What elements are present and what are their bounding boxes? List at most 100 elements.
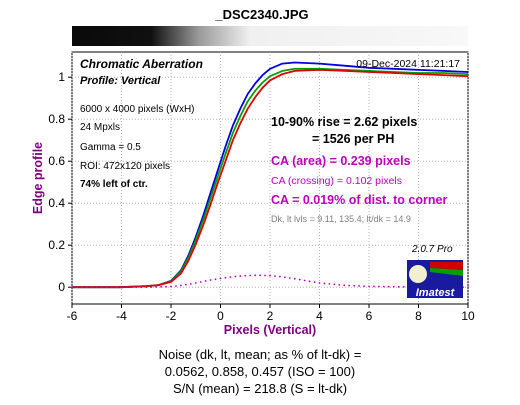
ca-dot <box>234 275 237 278</box>
ca-dot <box>397 285 400 288</box>
ca-area-result: CA (area) = 0.239 pixels <box>271 154 411 168</box>
info-megapixels: 24 Mpxls <box>80 122 120 133</box>
ca-dot <box>105 286 108 289</box>
ca-dot <box>283 276 286 279</box>
ca-dot <box>165 285 167 288</box>
rise-per-ph: = 1526 per PH <box>312 132 394 146</box>
snr-line: S/N (mean) = 218.8 (S = lt-dk) <box>172 381 348 396</box>
ca-dot <box>378 285 380 288</box>
ca-dot <box>199 281 202 283</box>
ca-dot <box>467 286 469 289</box>
red-channel-line <box>72 69 469 289</box>
ca-dot <box>229 276 232 278</box>
ca-dot <box>115 286 118 289</box>
x-tick-label: 10 <box>461 309 475 323</box>
ca-crossing-result: CA (crossing) = 0.102 pixels <box>271 175 402 187</box>
ca-dot <box>249 274 252 277</box>
y-axis-label: Edge profile <box>31 142 45 214</box>
ca-dot <box>155 286 158 288</box>
ca-dot <box>85 286 88 289</box>
ca-dot <box>274 275 276 278</box>
y-tick-label: 0.8 <box>48 112 65 126</box>
x-tick-label: -4 <box>116 309 127 323</box>
y-tick-label: 0.6 <box>48 154 65 168</box>
ca-dot <box>293 277 296 280</box>
x-tick-label: 0 <box>217 309 224 323</box>
tone-gradient-strip <box>72 26 468 46</box>
ca-dot <box>308 280 311 283</box>
y-tick-label: 0.2 <box>48 238 65 252</box>
levels-result: Dk, lt lvls = 9.11, 135.4; lt/dk = 14.9 <box>271 214 411 224</box>
ca-dot <box>120 286 123 289</box>
ca-dot <box>368 285 370 288</box>
ca-dot <box>402 285 405 288</box>
ca-dot <box>338 283 341 286</box>
info-dimensions: 6000 x 4000 pixels (WxH) <box>80 104 195 115</box>
ca-dot <box>175 285 177 287</box>
x-tick-label: -2 <box>166 309 177 323</box>
ca-dot <box>259 274 261 277</box>
x-tick-label: 6 <box>366 309 373 323</box>
imatest-logo: Imatest <box>407 260 463 299</box>
y-tick-label: 0 <box>58 280 65 294</box>
ca-dot <box>358 285 360 287</box>
noise-line-1: Noise (dk, lt, mean; as % of lt-dk) = <box>158 347 362 362</box>
ca-dot <box>244 274 247 277</box>
ca-dot <box>130 286 133 289</box>
timestamp: 09-Dec-2024 11:21:17 <box>356 58 460 70</box>
x-tick-label: 4 <box>316 309 323 323</box>
y-tick-label: 0.4 <box>48 196 65 210</box>
ca-dot <box>264 274 266 277</box>
axis-ticks: -6 -4 -2 0 2 4 6 8 10 0 0.2 0.4 0.6 0.8 1 <box>48 70 475 323</box>
info-location: 74% left of ctr. <box>80 179 148 190</box>
window-title: _DSC2340.JPG <box>214 7 308 22</box>
x-tick-label: 8 <box>415 309 422 323</box>
ca-dot <box>323 282 326 285</box>
ca-dot <box>100 286 103 289</box>
panel-profile: Profile: Vertical <box>80 75 161 87</box>
rise-result: 10-90% rise = 2.62 pixels <box>271 115 417 129</box>
noise-line-2: 0.0562, 0.858, 0.457 (ISO = 100) <box>164 364 356 379</box>
ca-distance-result: CA = 0.019% of dist. to corner <box>271 193 447 207</box>
ca-dot <box>303 279 306 282</box>
ca-dot <box>313 281 316 284</box>
ca-dot <box>81 286 83 289</box>
ca-dot <box>224 276 227 279</box>
ca-dot <box>392 285 395 288</box>
ca-dot <box>204 280 207 282</box>
x-tick-label: -6 <box>67 309 78 323</box>
ca-dot <box>135 286 138 289</box>
ca-dot <box>254 274 257 277</box>
ca-dot <box>333 283 336 286</box>
ca-dot <box>209 279 212 281</box>
ca-dot <box>279 275 281 278</box>
version-label: 2.0.7 Pro <box>411 244 453 255</box>
ca-dot <box>145 286 148 289</box>
ca-dot <box>150 286 153 288</box>
ca-dot <box>214 278 217 281</box>
ca-dot <box>194 282 197 284</box>
ca-dot <box>219 277 222 280</box>
ca-dot <box>382 285 385 288</box>
ca-dot <box>343 284 346 287</box>
ca-dot <box>125 286 128 289</box>
ca-dot <box>170 285 172 288</box>
ca-dot <box>288 277 291 279</box>
ca-dot <box>269 274 271 277</box>
ca-dot <box>189 282 192 285</box>
ca-dot <box>140 286 143 289</box>
x-tick-label: 2 <box>267 309 274 323</box>
ca-dot <box>298 278 301 281</box>
x-axis-label: Pixels (Vertical) <box>224 323 316 337</box>
ca-dot <box>353 284 356 287</box>
ca-dot <box>373 285 375 288</box>
y-tick-label: 1 <box>58 70 65 84</box>
imatest-brand: Imatest <box>416 287 456 299</box>
ca-dot <box>110 286 113 289</box>
info-gamma: Gamma = 0.5 <box>80 142 141 153</box>
ca-dot <box>160 285 163 288</box>
ca-dot <box>180 284 182 287</box>
panel-title: Chromatic Aberration <box>80 57 203 71</box>
